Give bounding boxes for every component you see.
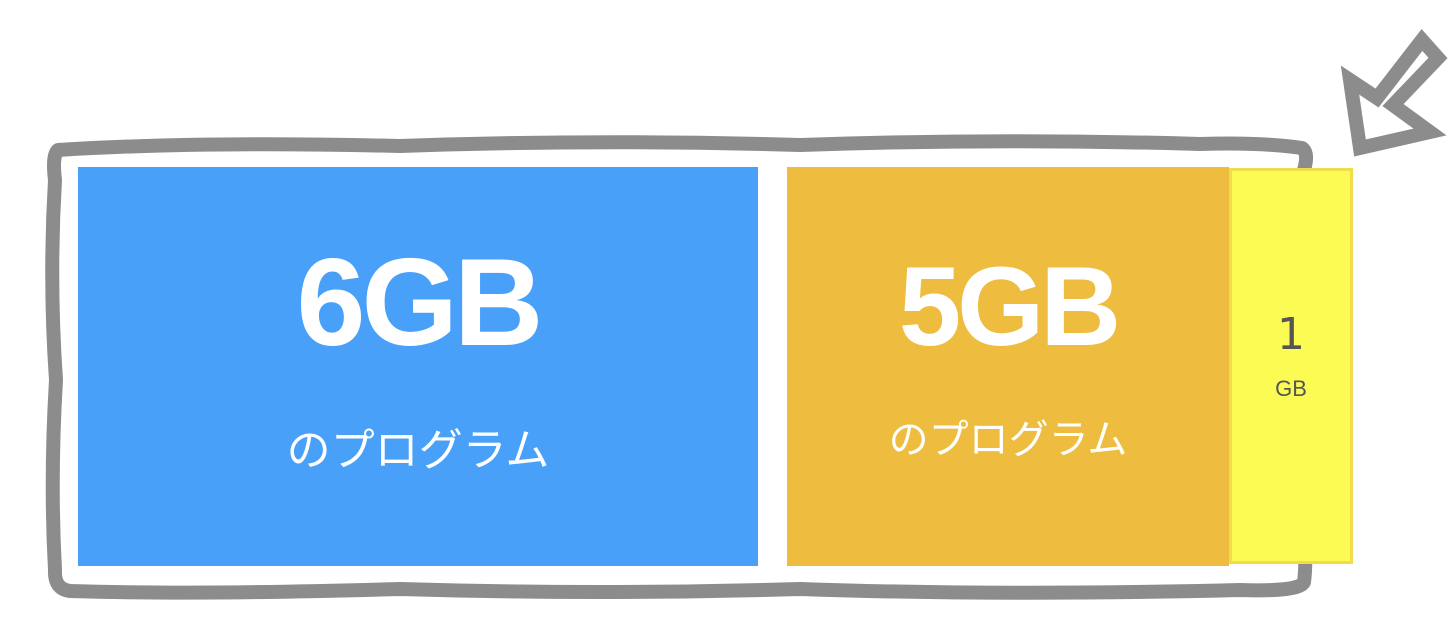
program-block-5gb: 5GB のプログラム <box>787 167 1229 566</box>
block-caption: のプログラム <box>888 417 1128 463</box>
free-block-1gb: 1 GB <box>1229 168 1353 564</box>
block-size-label: 6GB <box>296 234 544 372</box>
block-size-label: 5GB <box>898 244 1121 369</box>
block-caption: のプログラム <box>286 425 550 476</box>
block-size-unit: GB <box>1275 376 1307 401</box>
arrow-pointing-down-left-icon <box>1340 29 1448 157</box>
block-size-number: 1 <box>1277 309 1305 360</box>
program-block-6gb: 6GB のプログラム <box>78 167 758 566</box>
memory-frame-border <box>45 134 1314 600</box>
